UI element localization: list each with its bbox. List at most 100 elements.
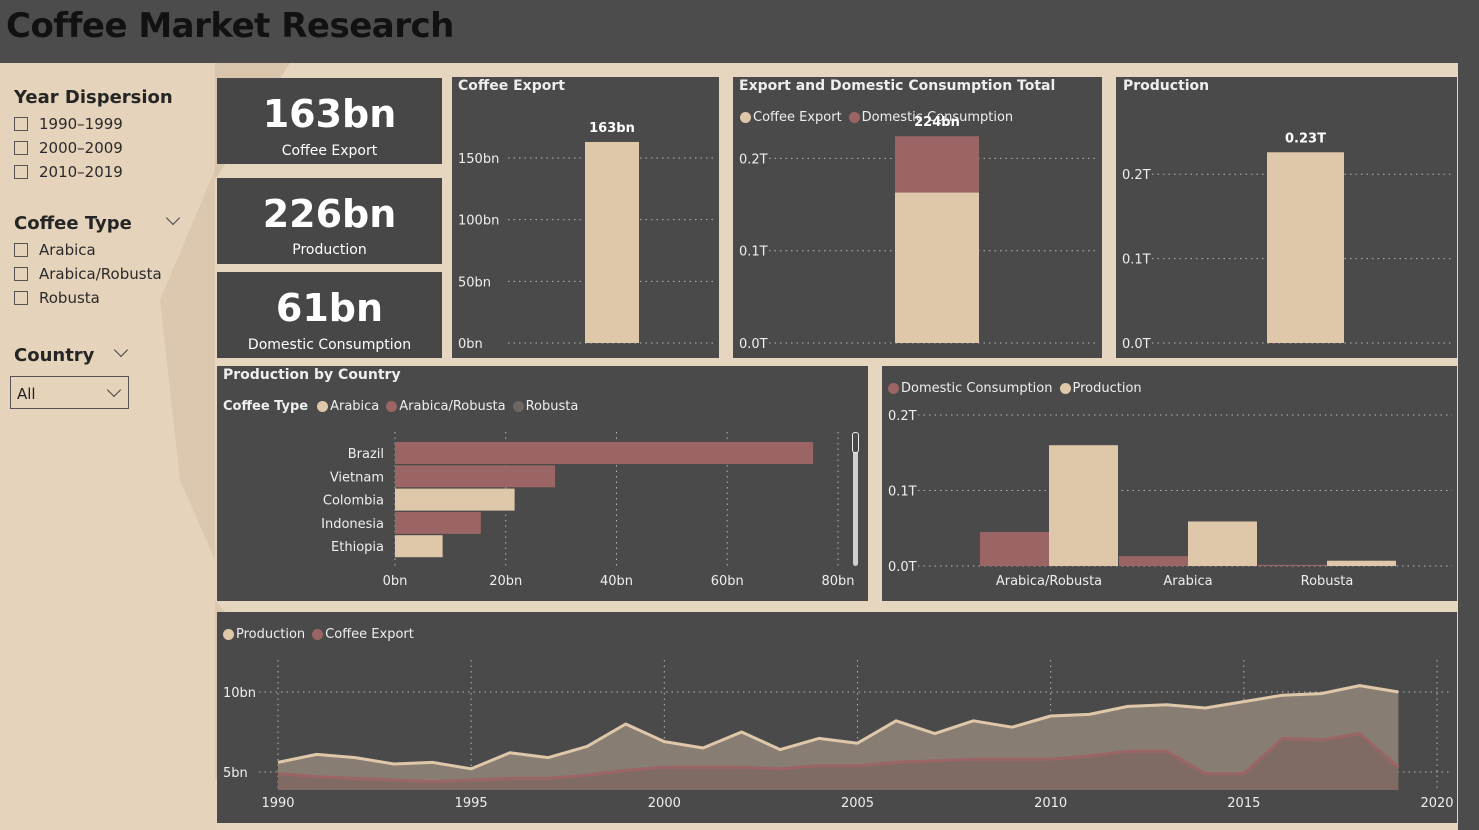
y-tick-label: 0.2T bbox=[888, 409, 917, 424]
y-tick-label: 0.1T bbox=[888, 485, 917, 500]
x-tick-label: 40bn bbox=[600, 574, 633, 589]
coffee-type-slicer-title: Coffee Type bbox=[14, 213, 132, 234]
scrollbar-thumb[interactable] bbox=[852, 432, 859, 453]
checkbox[interactable] bbox=[14, 267, 28, 281]
y-tick-label: 0.0T bbox=[739, 337, 768, 352]
chart-title: Export and Domestic Consumption Total bbox=[739, 78, 1056, 94]
legend-item[interactable]: Domestic Consumption bbox=[848, 110, 1013, 125]
year-option-2010s[interactable]: 2010–2019 bbox=[14, 160, 173, 184]
legend-item[interactable]: Arabica bbox=[317, 399, 379, 414]
kpi-label: Coffee Export bbox=[281, 143, 378, 159]
legend-item[interactable]: Production bbox=[1059, 381, 1142, 396]
legend-item[interactable]: Domestic Consumption bbox=[888, 381, 1053, 396]
x-tick-label: 80bn bbox=[821, 574, 854, 589]
country-slicer: Country bbox=[14, 345, 94, 366]
bar bbox=[395, 511, 481, 534]
y-tick-label: 0.2T bbox=[1122, 168, 1151, 183]
legend-dot-icon bbox=[386, 401, 398, 412]
legend-dot-icon bbox=[223, 629, 234, 640]
bar bbox=[395, 488, 515, 511]
country-dropdown[interactable]: All bbox=[10, 376, 129, 409]
chart-title: Production bbox=[1123, 78, 1210, 94]
chevron-down-icon bbox=[106, 382, 122, 398]
header-bar: Coffee Market Research bbox=[0, 0, 1458, 63]
checkbox[interactable] bbox=[14, 141, 28, 155]
production-by-country-plot: 0bn 20bn 40bn 60bn 80bn Brazil Vietnam Colombia… bbox=[321, 432, 855, 589]
type-option-arabica[interactable]: Arabica bbox=[14, 238, 162, 262]
bar bbox=[1267, 152, 1344, 343]
kpi-card-production: 226bn Production bbox=[217, 178, 442, 264]
legend-dot-icon bbox=[317, 401, 329, 412]
bar bbox=[1188, 521, 1257, 566]
chart-title: Coffee Export bbox=[458, 78, 565, 94]
kpi-card-coffee-export: 163bn Coffee Export bbox=[217, 78, 442, 164]
x-tick-label: Arabica bbox=[1163, 574, 1212, 589]
kpi-value: 226bn bbox=[262, 192, 397, 236]
y-tick-label: 0.0T bbox=[1122, 337, 1151, 352]
chart-legend: Coffee Export Domestic Consumption bbox=[740, 110, 1017, 125]
legend-dot-icon bbox=[848, 112, 860, 123]
checkbox[interactable] bbox=[14, 165, 28, 179]
coffee-export-chart: Coffee Export 0bn 50bn 100bn 150bn 163bn bbox=[452, 77, 719, 358]
kpi-value: 163bn bbox=[262, 92, 397, 136]
y-tick-label: 0.1T bbox=[739, 245, 768, 260]
year-option-1990s[interactable]: 1990–1999 bbox=[14, 112, 173, 136]
y-tick-label: 10bn bbox=[223, 686, 256, 701]
right-edge-strip bbox=[1458, 0, 1479, 830]
series-line bbox=[277, 732, 1400, 784]
legend-title: Coffee Type bbox=[223, 399, 309, 414]
y-tick-label: 5bn bbox=[223, 766, 248, 781]
bar bbox=[395, 535, 443, 558]
legend-item[interactable]: Coffee Export bbox=[312, 627, 414, 642]
chart-legend: Domestic Consumption Production bbox=[888, 381, 1146, 396]
y-tick-label: 50bn bbox=[458, 275, 491, 290]
checkbox[interactable] bbox=[14, 243, 28, 257]
bar bbox=[1327, 560, 1396, 566]
x-tick-label: 0bn bbox=[383, 574, 408, 589]
export-domestic-plot: 0.0T 0.1T 0.2T 224bn bbox=[739, 115, 1098, 352]
legend-item[interactable]: Coffee Export bbox=[740, 110, 842, 125]
kpi-label: Production bbox=[292, 242, 367, 258]
x-tick-label: Arabica/Robusta bbox=[996, 574, 1102, 589]
x-tick-label: Robusta bbox=[1301, 574, 1354, 589]
x-tick-label: 1990 bbox=[261, 796, 294, 811]
bar bbox=[895, 192, 979, 343]
legend-item[interactable]: Robusta bbox=[512, 399, 578, 414]
year-option-2000s[interactable]: 2000–2009 bbox=[14, 136, 173, 160]
data-label: 163bn bbox=[589, 121, 635, 136]
y-tick-label: Brazil bbox=[348, 447, 384, 462]
type-comparison-chart: Domestic Consumption Production 0.0T 0.1T… bbox=[882, 366, 1457, 601]
bar bbox=[585, 141, 639, 343]
coffee-export-plot: 0bn 50bn 100bn 150bn 163bn bbox=[458, 121, 714, 352]
scrollbar-track[interactable] bbox=[853, 432, 858, 566]
legend-dot-icon bbox=[1059, 383, 1071, 394]
type-option-robusta[interactable]: Robusta bbox=[14, 286, 162, 310]
legend-dot-icon bbox=[740, 112, 751, 123]
chart-title: Production by Country bbox=[223, 367, 401, 383]
data-label: 224bn bbox=[914, 115, 960, 130]
year-slicer: Year Dispersion 1990–1999 2000–2009 2010… bbox=[14, 87, 173, 184]
bar bbox=[1049, 445, 1118, 566]
bar bbox=[895, 136, 979, 193]
year-slicer-title: Year Dispersion bbox=[14, 87, 173, 108]
kpi-label: Domestic Consumption bbox=[247, 337, 412, 353]
export-domestic-chart: Export and Domestic Consumption Total Co… bbox=[733, 77, 1102, 358]
legend-item[interactable]: Production bbox=[223, 627, 305, 642]
checkbox[interactable] bbox=[14, 291, 28, 305]
country-slicer-title: Country bbox=[14, 345, 95, 366]
y-tick-label: Indonesia bbox=[321, 517, 384, 532]
x-tick-label: 20bn bbox=[489, 574, 522, 589]
type-option-arabica-robusta[interactable]: Arabica/Robusta bbox=[14, 262, 162, 286]
x-tick-label: 60bn bbox=[711, 574, 744, 589]
y-tick-label: Colombia bbox=[323, 494, 384, 509]
production-chart: Production 0.0T 0.1T 0.2T 0.23T bbox=[1116, 77, 1457, 358]
y-tick-label: Ethiopia bbox=[331, 540, 384, 555]
chart-legend: Production Coffee Export bbox=[223, 627, 418, 642]
checkbox[interactable] bbox=[14, 117, 28, 131]
data-label: 0.23T bbox=[1285, 131, 1326, 146]
kpi-value: 61bn bbox=[275, 286, 384, 330]
y-tick-label: 0.1T bbox=[1122, 253, 1151, 268]
y-tick-label: 0.0T bbox=[888, 560, 917, 575]
legend-item[interactable]: Arabica/Robusta bbox=[386, 399, 506, 414]
x-tick-label: 2015 bbox=[1227, 796, 1260, 811]
